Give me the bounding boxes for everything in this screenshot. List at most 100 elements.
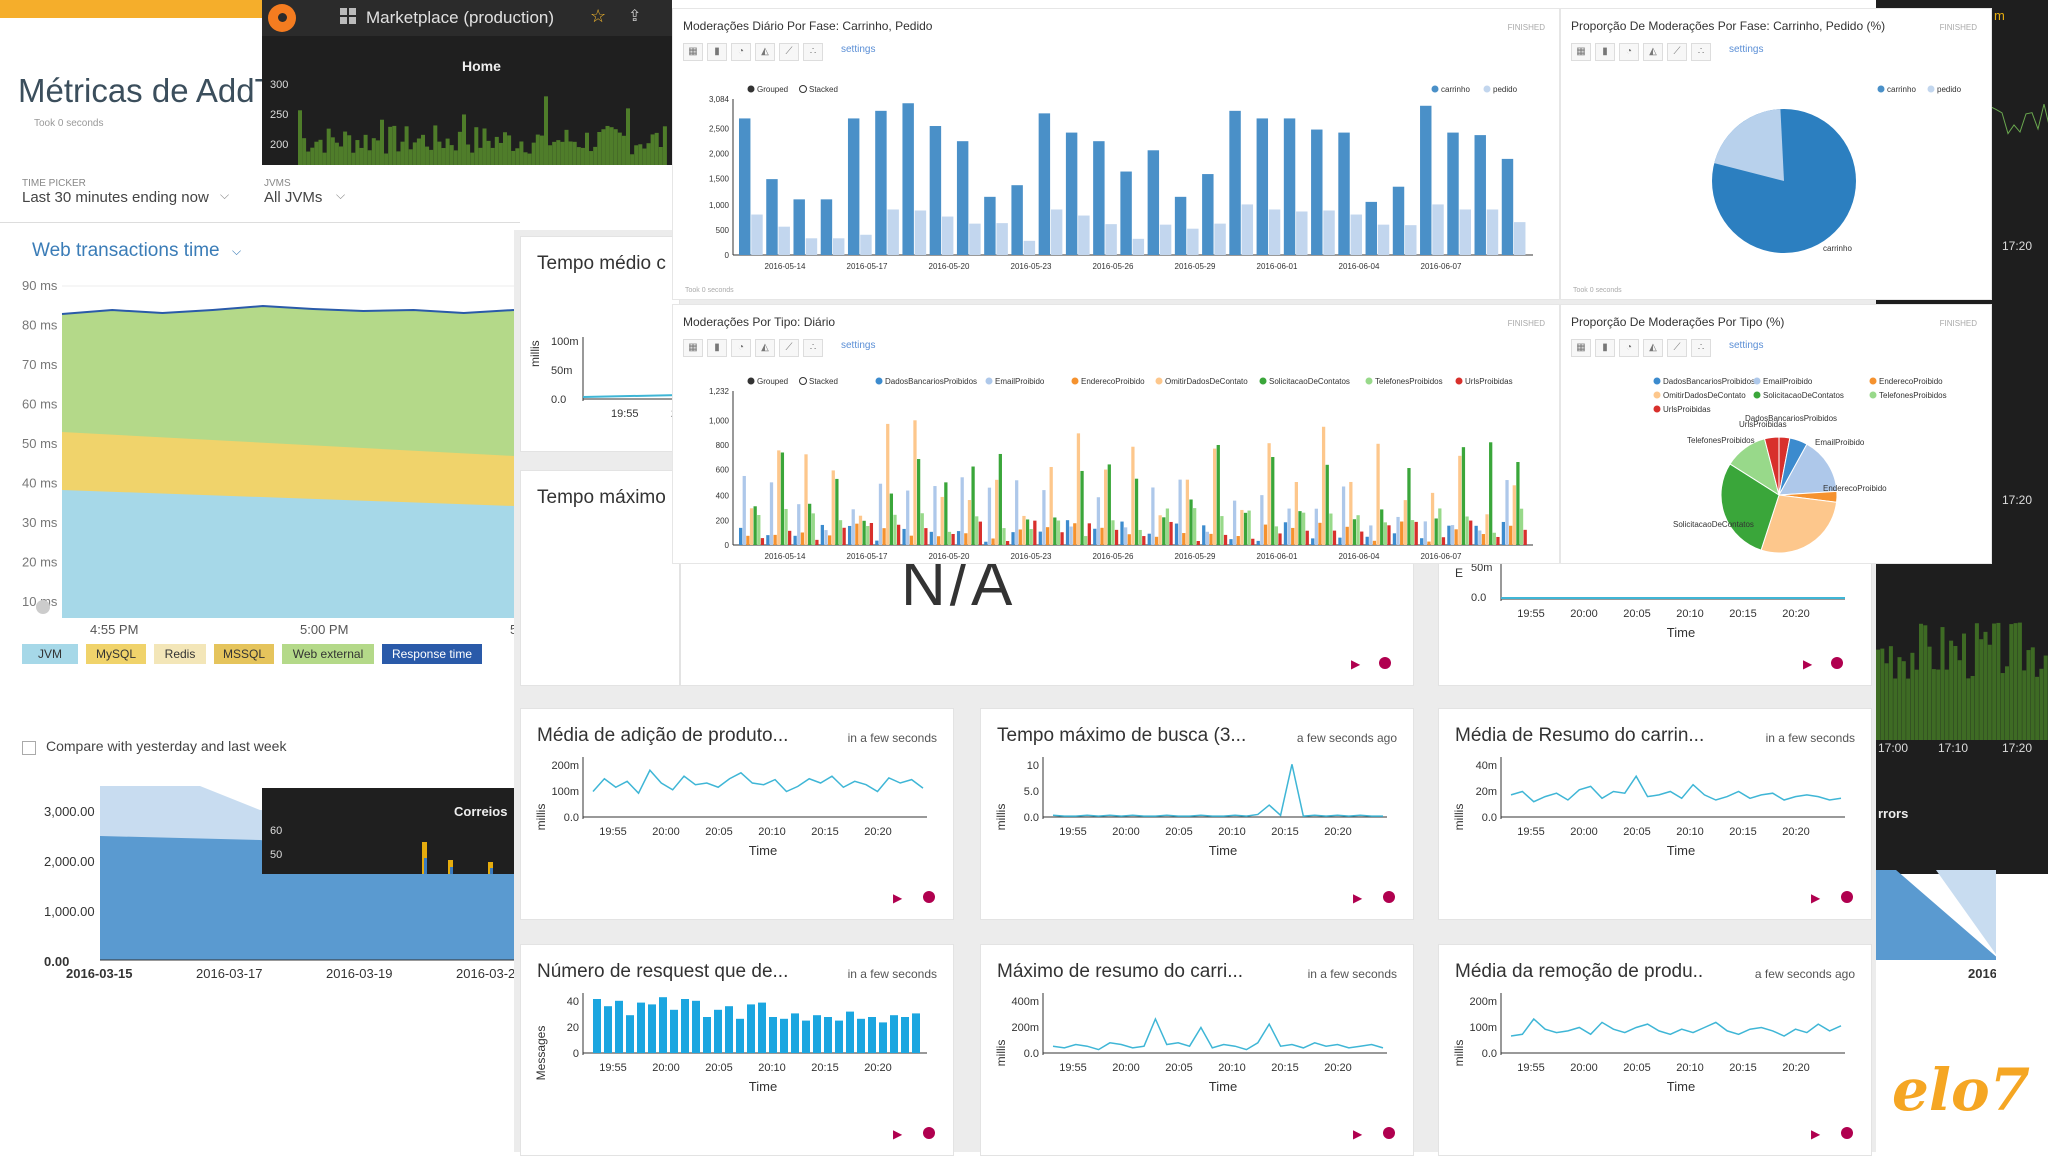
- pie-chart-icon[interactable]: ◔: [731, 339, 751, 357]
- play-icon[interactable]: ▶: [1351, 657, 1361, 671]
- info-icon[interactable]: [923, 1127, 935, 1139]
- bar-OmitirDadosDeContato: [1512, 485, 1516, 545]
- bar: [424, 858, 427, 874]
- bar-EnderecoProibido: [909, 535, 913, 545]
- play-icon[interactable]: ▶: [893, 1127, 903, 1141]
- x-tick-label: 20:00: [652, 826, 680, 838]
- line-chart-icon[interactable]: ⟋: [1667, 339, 1687, 357]
- play-icon[interactable]: ▶: [1811, 1127, 1821, 1141]
- time-picker[interactable]: TIME PICKER Last 30 minutes ending now: [22, 178, 209, 206]
- spark-bar: [343, 131, 348, 165]
- line-chart-icon[interactable]: ⟋: [779, 339, 799, 357]
- bar-SolicitacaoDeContatos: [1025, 519, 1030, 545]
- info-icon[interactable]: [1379, 657, 1391, 669]
- bar-pedido: [969, 223, 981, 255]
- spark-bar: [642, 148, 647, 165]
- spark-bar: [404, 126, 409, 165]
- x-tick-label: 2016-03-2: [456, 966, 515, 980]
- info-icon[interactable]: [1841, 891, 1853, 903]
- legend-item-mssql[interactable]: MSSQL: [214, 644, 274, 664]
- bar-chart-icon[interactable]: ▮: [1595, 43, 1615, 61]
- panel-chart: millis 10 5.0 0.0 19:55 20:00 20:05 20:10 20:15 2…: [994, 757, 1387, 858]
- line-chart-icon[interactable]: ⟋: [779, 43, 799, 61]
- compare-checkbox[interactable]: [22, 741, 36, 755]
- bar-TelefonesProibidos: [838, 520, 843, 545]
- settings-link[interactable]: settings: [1729, 340, 1764, 351]
- legend-item-web-external[interactable]: Web external: [282, 644, 374, 664]
- settings-link[interactable]: settings: [1729, 44, 1764, 55]
- settings-link[interactable]: settings: [841, 44, 876, 55]
- y-axis-label: millis: [1452, 804, 1466, 831]
- bar-TelefonesProibidos: [1356, 515, 1360, 545]
- spark-bar: [2022, 670, 2027, 740]
- table-icon[interactable]: ▦: [683, 339, 703, 357]
- line-chart-icon[interactable]: ⟋: [1667, 43, 1687, 61]
- info-icon[interactable]: [1831, 657, 1843, 669]
- y-tick-label: 20m: [1476, 786, 1497, 798]
- share-icon[interactable]: ⇪: [628, 8, 642, 25]
- spark-bar: [392, 125, 397, 165]
- play-icon[interactable]: ▶: [893, 891, 903, 905]
- bar-UrlsProibidas: [1469, 520, 1473, 545]
- bar-OmitirDadosDeContato: [858, 515, 863, 545]
- settings-link[interactable]: settings: [841, 340, 876, 351]
- area-chart-icon[interactable]: ◭: [1643, 43, 1663, 61]
- legend-item-jvm[interactable]: JVM: [22, 644, 78, 664]
- play-icon[interactable]: ▶: [1353, 1127, 1363, 1141]
- bar-chart-icon[interactable]: ▮: [707, 339, 727, 357]
- spark-bar: [363, 134, 368, 165]
- table-icon[interactable]: ▦: [1571, 339, 1591, 357]
- bar-carrinho: [1365, 201, 1377, 255]
- y-tick-label: 80 ms: [22, 318, 58, 333]
- play-icon[interactable]: ▶: [1803, 657, 1813, 671]
- scatter-icon[interactable]: ∴: [1691, 43, 1711, 61]
- spark-bar: [416, 138, 421, 165]
- info-icon[interactable]: [1383, 891, 1395, 903]
- play-icon[interactable]: ▶: [1353, 891, 1363, 905]
- pie-chart-icon[interactable]: ◔: [731, 43, 751, 61]
- dashboard-picker[interactable]: Marketplace (production): [366, 8, 555, 27]
- legend-dot: [1869, 377, 1877, 385]
- bar-DadosBancariosProibidos: [1311, 538, 1315, 545]
- area-chart-icon[interactable]: ◭: [755, 339, 775, 357]
- section-title[interactable]: Web transactions time: [32, 240, 220, 261]
- pie-chart-icon[interactable]: ◔: [1619, 43, 1639, 61]
- bar-EmailProibido: [1096, 497, 1101, 545]
- bar: [593, 999, 601, 1053]
- bar-UrlsProibidas: [1114, 529, 1119, 545]
- legend-item-mysql[interactable]: MySQL: [86, 644, 146, 664]
- x-tick-label: 2016-06-07: [1421, 262, 1462, 271]
- y-tick-label: 50m: [551, 365, 572, 377]
- chevron-down-icon[interactable]: ⌵: [232, 244, 242, 258]
- info-icon[interactable]: [1841, 1127, 1853, 1139]
- spark-bar: [572, 141, 577, 165]
- table-icon[interactable]: ▦: [1571, 43, 1591, 61]
- info-icon[interactable]: [1383, 1127, 1395, 1139]
- finished-label: FINISHED: [1939, 23, 1977, 32]
- scatter-icon[interactable]: ∴: [803, 339, 823, 357]
- pie-chart-icon[interactable]: ◔: [1619, 339, 1639, 357]
- bar-OmitirDadosDeContato: [1104, 469, 1108, 545]
- bar-chart-icon[interactable]: ▮: [1595, 339, 1615, 357]
- chevron-down-icon[interactable]: ⌵: [336, 188, 346, 202]
- bar-chart-icon[interactable]: ▮: [707, 43, 727, 61]
- slice-label: carrinho: [1823, 244, 1852, 253]
- scatter-icon[interactable]: ∴: [803, 43, 823, 61]
- table-icon[interactable]: ▦: [683, 43, 703, 61]
- bar: [659, 997, 667, 1053]
- jvms-picker[interactable]: JVMS All JVMs: [264, 178, 322, 206]
- play-icon[interactable]: ▶: [1811, 891, 1821, 905]
- legend-item-redis[interactable]: Redis: [154, 644, 206, 664]
- star-icon[interactable]: ☆: [590, 6, 607, 26]
- spark-bar: [474, 127, 479, 165]
- spark-bar: [605, 125, 610, 165]
- area-chart-icon[interactable]: ◭: [1643, 339, 1663, 357]
- correios-panel: [262, 788, 514, 874]
- spark-bar: [330, 137, 335, 165]
- info-icon[interactable]: [923, 891, 935, 903]
- legend-item-response-time[interactable]: Response time: [382, 644, 482, 664]
- scatter-icon[interactable]: ∴: [1691, 339, 1711, 357]
- area-chart-icon[interactable]: ◭: [755, 43, 775, 61]
- bar-DadosBancariosProibidos: [793, 535, 797, 545]
- chevron-down-icon[interactable]: ⌵: [220, 188, 230, 202]
